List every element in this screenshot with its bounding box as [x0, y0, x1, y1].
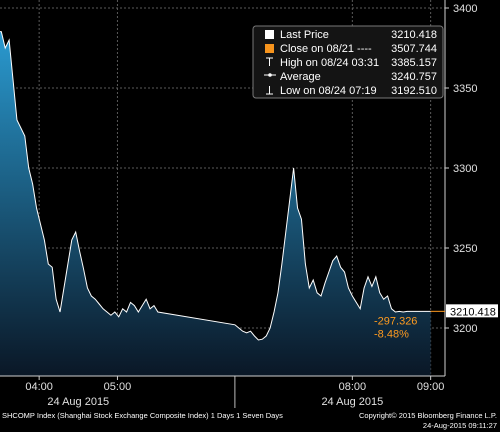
x-tick-label: 09:00 — [417, 381, 445, 393]
legend-label-last-price: Last Price — [280, 29, 329, 41]
axes — [0, 0, 446, 408]
legend-box: Last Price 3210.418 Close on 08/21 ---- … — [252, 25, 444, 99]
x-date-label: 24 Aug 2015 — [321, 396, 383, 408]
x-date-label: 24 Aug 2015 — [47, 396, 109, 408]
x-tick-label: 08:00 — [339, 381, 367, 393]
price-area — [0, 31, 431, 377]
x-tick-label: 05:00 — [104, 381, 132, 393]
last-price-label: 3210.418 — [450, 306, 496, 318]
legend-value-average: 3240.757 — [391, 71, 437, 83]
legend-label-close: Close on 08/21 ---- — [280, 43, 372, 55]
legend-value-close: 3507.744 — [391, 43, 437, 55]
x-axis: 04:00 05:00 08:00 09:00 24 Aug 2015 24 Aug 20… — [25, 376, 444, 408]
legend-value-low: 3192.510 — [391, 85, 437, 97]
low-marker-icon — [266, 86, 273, 95]
last-price-label-background — [446, 304, 498, 318]
footer-copyright: Copyright© 2015 Bloomberg Finance L.P. — [359, 411, 497, 420]
high-marker-icon — [266, 57, 273, 66]
last-price-marker: 3210.418 -297.326 -8.48% — [374, 304, 498, 340]
percent-change-label: -8.48% — [374, 328, 409, 340]
footer-description: SHCOMP Index (Shanghai Stock Exchange Co… — [2, 411, 283, 420]
legend-value-last-price: 3210.418 — [391, 29, 437, 41]
y-tick-label: 3300 — [453, 163, 477, 175]
y-tick-label: 3350 — [453, 83, 477, 95]
y-tick-label: 3250 — [453, 243, 477, 255]
legend-value-high: 3385.157 — [391, 57, 437, 69]
legend-label-low: Low on 08/24 07:19 — [280, 85, 377, 97]
average-line-icon — [264, 73, 276, 77]
legend-background — [252, 25, 444, 99]
footer-timestamp: 24-Aug-2015 09:11:27 — [423, 421, 497, 430]
net-change-label: -297.326 — [374, 315, 417, 327]
y-tick-label: 3200 — [453, 323, 477, 335]
y-tick-label: 3400 — [453, 3, 477, 15]
square-orange-icon — [265, 44, 274, 53]
legend-label-average: Average — [280, 71, 321, 83]
x-tick-label: 04:00 — [25, 381, 53, 393]
y-axis: 3200 3250 3300 3350 3400 — [445, 3, 477, 335]
square-white-icon — [265, 30, 274, 39]
legend-label-high: High on 08/24 03:31 — [280, 57, 379, 69]
price-line — [0, 31, 431, 341]
